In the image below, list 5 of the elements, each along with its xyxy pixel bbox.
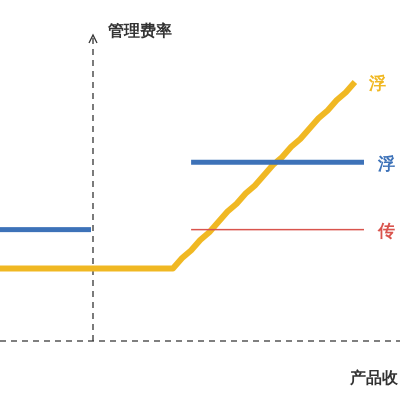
x-axis-title: 产品收 [349,368,399,387]
y-axis-title: 管理费率 [107,21,172,40]
series-label: 传 [377,222,395,242]
series-label: 浮 [377,154,395,174]
series-label: 浮 [368,74,386,94]
